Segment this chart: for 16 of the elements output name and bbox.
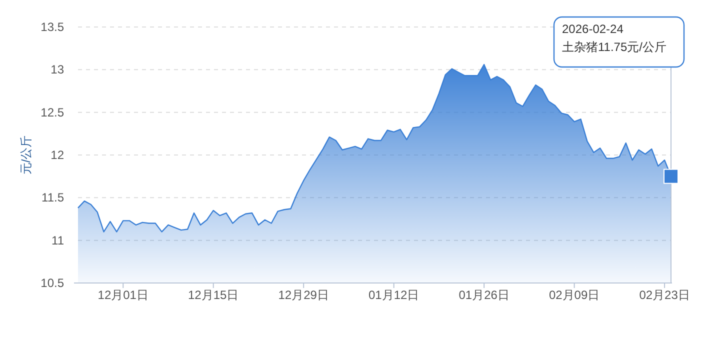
x-tick-label: 01月26日: [458, 288, 510, 302]
x-tick-label: 01月12日: [368, 288, 420, 302]
y-tick-label: 12.5: [40, 105, 64, 120]
y-tick-label: 13: [50, 62, 64, 77]
x-tick-label: 02月23日: [639, 288, 690, 302]
x-tick-label: 12月29日: [278, 288, 329, 302]
y-tick-label: 12: [50, 148, 64, 162]
y-axis-title: 元/公斤: [19, 135, 33, 175]
y-tick-label: 13.5: [40, 20, 64, 34]
annotation: 2026-02-24 土杂猪11.75元/公斤: [562, 22, 666, 54]
y-tick-label: 11.5: [42, 190, 64, 205]
y-tick-label: 10.5: [40, 276, 64, 290]
x-tick-label: 12月01日: [98, 288, 148, 302]
x-tick-label: 02月09日: [548, 288, 600, 302]
x-tick-label: 12月15日: [188, 288, 239, 302]
y-tick-label: 11: [52, 233, 64, 248]
